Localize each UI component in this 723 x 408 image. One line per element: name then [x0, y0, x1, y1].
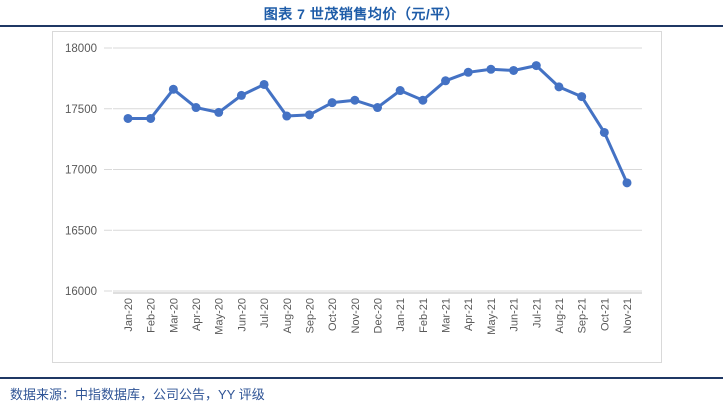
data-point-marker [214, 107, 224, 117]
x-tick-label: May-21 [486, 298, 498, 335]
x-tick-label: Oct-21 [599, 298, 611, 331]
data-point-marker [327, 98, 337, 108]
data-point-marker [395, 86, 405, 96]
x-tick-label: Jul-21 [531, 298, 543, 328]
x-tick-label: Aug-21 [554, 298, 566, 333]
x-tick-label: Dec-20 [373, 298, 385, 333]
data-point-marker [531, 61, 541, 71]
data-point-marker [373, 103, 382, 113]
data-point-marker [146, 113, 156, 123]
data-point-marker [123, 113, 133, 123]
x-tick-label: Sep-20 [304, 298, 316, 333]
data-point-marker [577, 92, 587, 102]
x-tick-label: Jun-20 [236, 298, 248, 332]
data-point-marker [509, 65, 519, 75]
x-tick-label: Mar-21 [441, 298, 453, 333]
y-tick-label: 18000 [65, 43, 97, 55]
x-tick-label: Nov-20 [350, 298, 362, 333]
data-point-marker [259, 79, 269, 89]
data-point-marker [350, 95, 360, 105]
x-tick-label: Oct-20 [327, 298, 339, 331]
x-tick-label: Aug-20 [282, 298, 294, 333]
data-point-marker [622, 178, 632, 188]
x-tick-label: Jun-21 [509, 298, 521, 332]
data-point-marker [599, 127, 609, 137]
data-point-marker [441, 76, 451, 86]
y-tick-label: 16000 [65, 286, 97, 298]
x-tick-label: Jan-21 [395, 298, 407, 332]
y-tick-label: 16500 [65, 225, 97, 237]
x-tick-label: Jan-20 [123, 298, 135, 332]
x-tick-label: Mar-20 [168, 298, 180, 333]
data-point-marker [168, 84, 178, 94]
x-tick-label: Apr-20 [191, 298, 203, 331]
x-tick-label: Feb-21 [418, 298, 430, 333]
data-point-marker [191, 103, 201, 113]
x-tick-label: Apr-21 [463, 298, 475, 331]
x-tick-label: Feb-20 [146, 298, 158, 333]
x-tick-label: Sep-21 [577, 298, 589, 333]
data-point-marker [418, 95, 428, 105]
data-point-marker [236, 90, 246, 100]
series-line [126, 64, 629, 185]
data-point-marker [463, 67, 473, 77]
x-tick-label: Jul-20 [259, 298, 271, 328]
data-point-marker [486, 64, 496, 74]
data-point-marker [282, 111, 292, 121]
data-source-note: 数据来源：中指数据库，公司公告，YY 评级 [10, 387, 265, 402]
line-chart: 16000 16500 17000 17500 18000 Jan-20 Feb-20 Mar… [65, 43, 642, 335]
footer-divider-rule [0, 377, 723, 379]
chart-title: 图表 7 世茂销售均价（元/平） [263, 6, 460, 22]
y-tick-label: 17000 [65, 165, 97, 177]
x-tick-label: Nov-21 [622, 298, 634, 333]
data-point-marker [554, 82, 564, 92]
x-tick-label: May-20 [214, 298, 226, 335]
data-point-marker [304, 110, 314, 120]
title-divider-rule [0, 25, 723, 27]
chart-frame: 16000 16500 17000 17500 18000 Jan-20 Feb-20 Mar… [52, 31, 662, 363]
y-tick-label: 17500 [65, 104, 97, 116]
